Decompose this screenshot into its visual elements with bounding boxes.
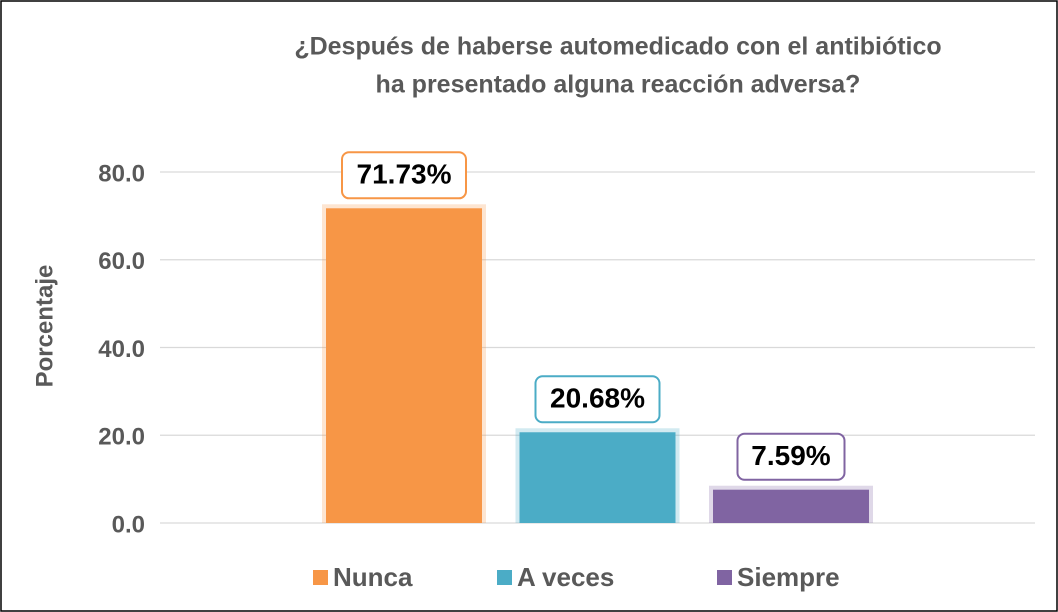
bar <box>519 432 676 523</box>
data-label: 20.68% <box>550 383 645 414</box>
chart-title: ¿Después de haberse automedicado con el … <box>294 33 941 61</box>
data-label-box <box>341 151 467 200</box>
data-label: 7.59% <box>751 440 830 471</box>
legend-label: Siempre <box>737 562 840 592</box>
legend-label: Nunca <box>333 562 413 592</box>
y-tick-label: 0.0 <box>112 511 145 538</box>
data-label: 71.73% <box>357 159 452 190</box>
y-tick-label: 60.0 <box>98 248 145 275</box>
bar <box>326 208 482 524</box>
bar <box>713 489 869 523</box>
y-tick-label: 40.0 <box>98 336 145 363</box>
y-tick-label: 20.0 <box>98 424 145 451</box>
data-label-box <box>534 375 661 424</box>
legend-swatch <box>717 570 732 585</box>
y-axis-label: Porcentaje <box>31 265 58 388</box>
legend-swatch <box>313 570 328 585</box>
legend-label: A veces <box>517 562 614 592</box>
legend-swatch <box>497 570 512 585</box>
data-label-box <box>736 432 846 481</box>
chart-title: ha presentado alguna reacción adversa? <box>376 71 861 99</box>
y-tick-label: 80.0 <box>98 160 145 187</box>
